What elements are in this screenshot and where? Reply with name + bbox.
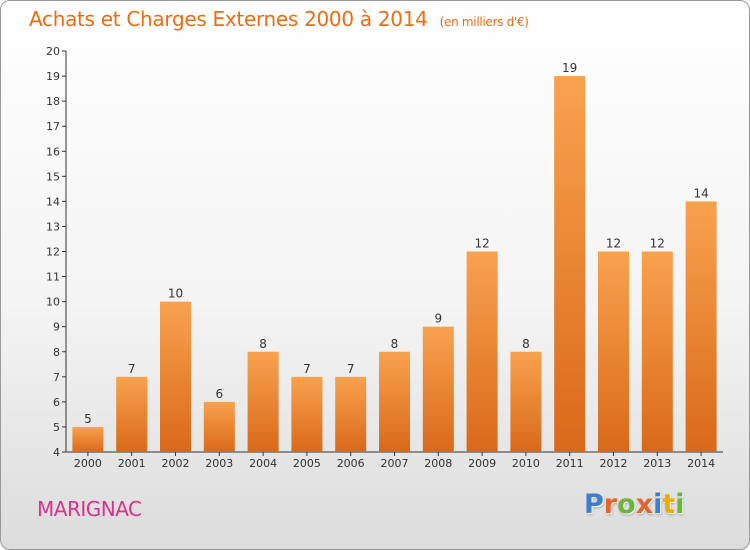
bar: [160, 301, 191, 452]
x-tick-label: 2005: [293, 457, 321, 470]
chart-subtitle: (en milliers d'€): [439, 15, 529, 29]
logo-letter: x: [635, 489, 654, 520]
bar: [598, 251, 629, 452]
y-tick-label: 7: [53, 371, 60, 384]
bar: [641, 251, 673, 452]
bar: [116, 376, 148, 452]
location-label: MARIGNAC: [37, 497, 142, 521]
logo-letter: P: [584, 489, 604, 520]
x-tick-label: 2007: [381, 457, 409, 470]
x-tick-label: 2001: [118, 457, 146, 470]
y-tick-label: 17: [46, 120, 60, 133]
bar-value-label: 8: [522, 337, 530, 351]
bar: [510, 351, 542, 452]
x-tick-label: 2011: [556, 457, 584, 470]
y-tick-label: 20: [46, 45, 60, 58]
y-tick-label: 10: [46, 296, 60, 309]
bar-value-label: 9: [434, 312, 442, 326]
bar: [379, 351, 410, 452]
y-tick-label: 18: [46, 95, 60, 108]
bar-value-label: 8: [391, 337, 399, 351]
bar-value-label: 8: [259, 337, 267, 351]
x-tick-label: 2003: [205, 457, 233, 470]
y-tick-label: 6: [53, 396, 60, 409]
bar-value-label: 14: [693, 186, 708, 200]
y-tick-label: 19: [46, 70, 60, 83]
x-tick-label: 2010: [512, 457, 540, 470]
bar: [554, 76, 586, 452]
logo-letter: r: [603, 489, 618, 520]
bar-value-label: 12: [474, 237, 489, 251]
y-tick-label: 13: [46, 220, 60, 233]
bar: [335, 376, 367, 452]
y-tick-label: 4: [53, 446, 60, 459]
logo-letter: i: [653, 489, 663, 520]
bar: [466, 251, 498, 452]
y-tick-label: 8: [53, 346, 60, 359]
x-tick-label: 2006: [337, 457, 365, 470]
x-tick-label: 2014: [687, 457, 715, 470]
x-tick-label: 2004: [249, 457, 277, 470]
chart-title-text: Achats et Charges Externes 2000 à 2014: [29, 7, 428, 31]
logo-letter: o: [617, 489, 636, 520]
y-tick-label: 12: [46, 246, 60, 259]
bar: [72, 426, 104, 452]
y-tick-label: 11: [46, 271, 60, 284]
bar-value-label: 7: [128, 362, 136, 376]
y-tick-label: 9: [53, 321, 60, 334]
y-tick-label: 5: [53, 421, 60, 434]
proxiti-logo: Proxiti: [584, 489, 685, 520]
bar: [247, 351, 279, 452]
x-tick-label: 2009: [468, 457, 496, 470]
chart-title: Achats et Charges Externes 2000 à 2014 (…: [29, 7, 529, 31]
bar-value-label: 5: [84, 412, 92, 426]
bar-value-label: 7: [347, 362, 355, 376]
x-tick-label: 2008: [424, 457, 452, 470]
bar-value-label: 12: [606, 237, 621, 251]
bar-value-label: 6: [215, 387, 223, 401]
bar: [203, 401, 235, 452]
bar-value-label: 19: [562, 61, 577, 75]
bar-value-label: 7: [303, 362, 311, 376]
bar-value-label: 12: [650, 237, 665, 251]
x-tick-label: 2012: [600, 457, 628, 470]
y-tick-label: 16: [46, 145, 60, 158]
y-tick-label: 15: [46, 170, 60, 183]
x-tick-label: 2013: [643, 457, 671, 470]
logo-letter: t: [662, 489, 676, 520]
logo-letter: i: [675, 489, 685, 520]
bar: [685, 201, 717, 452]
bar-value-label: 10: [168, 287, 183, 301]
x-tick-label: 2002: [162, 457, 190, 470]
bar: [291, 376, 323, 452]
bar: [422, 326, 454, 452]
y-tick-label: 14: [46, 195, 60, 208]
x-tick-label: 2000: [74, 457, 102, 470]
